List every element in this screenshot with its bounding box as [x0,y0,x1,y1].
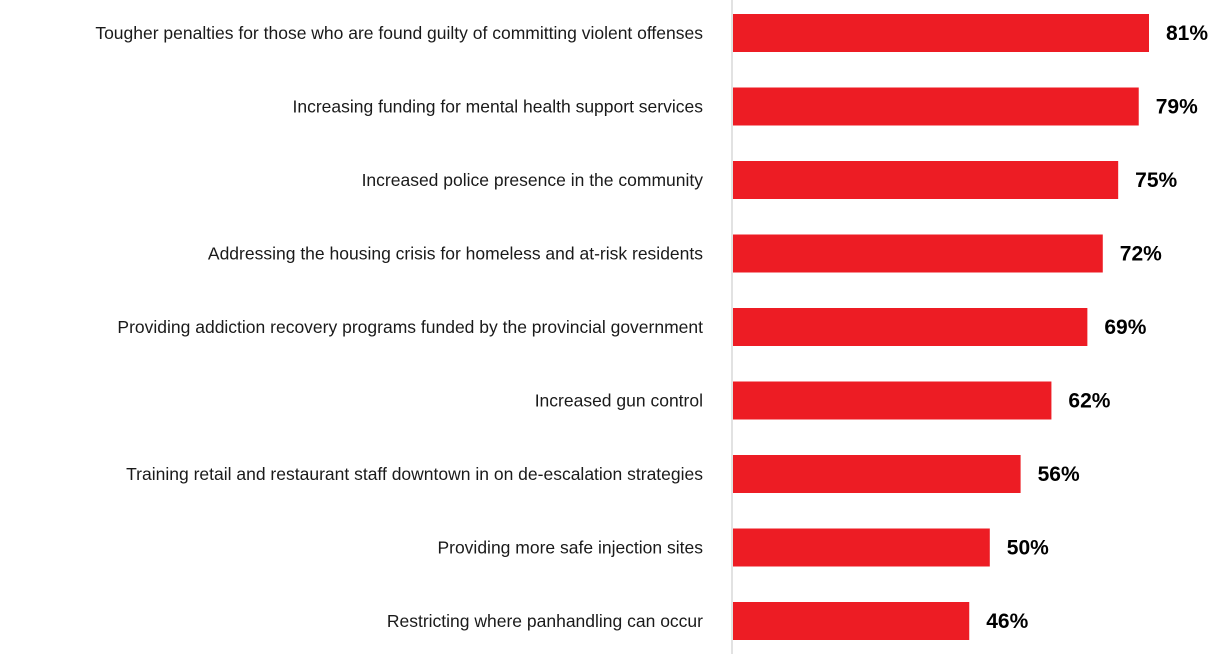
bar-4 [733,234,1103,273]
value-label-1: 81% [1166,22,1208,45]
category-label-2: Increasing funding for mental health sup… [292,97,703,117]
category-label-3: Increased police presence in the communi… [362,170,704,190]
category-label-7: Training retail and restaurant staff dow… [126,464,703,484]
category-label-8: Providing more safe injection sites [437,538,703,558]
category-label-6: Increased gun control [535,391,703,411]
category-label-9: Restricting where panhandling can occur [387,611,703,631]
bar-8 [733,528,990,567]
value-label-7: 56% [1038,463,1080,486]
category-label-1: Tougher penalties for those who are foun… [95,23,703,43]
value-label-8: 50% [1007,537,1049,560]
category-label-5: Providing addiction recovery programs fu… [117,317,703,337]
bar-3 [733,161,1119,199]
value-label-2: 79% [1156,96,1198,119]
value-label-4: 72% [1120,243,1162,266]
category-label-group: Tougher penalties for those who are foun… [95,23,703,631]
bar-5 [733,308,1088,346]
bar-group [733,14,1149,640]
bar-9 [733,602,970,640]
value-label-group: 81% 79% 75% 72% 69% 62% 56% 50% 46% [986,22,1208,633]
value-label-5: 69% [1104,316,1146,339]
bar-2 [733,87,1139,126]
bar-7 [733,455,1021,493]
bar-6 [733,381,1052,420]
category-label-4: Addressing the housing crisis for homele… [208,244,703,264]
bar-1 [733,14,1149,52]
value-label-3: 75% [1135,169,1177,192]
value-label-9: 46% [986,610,1028,633]
value-label-6: 62% [1068,390,1110,413]
